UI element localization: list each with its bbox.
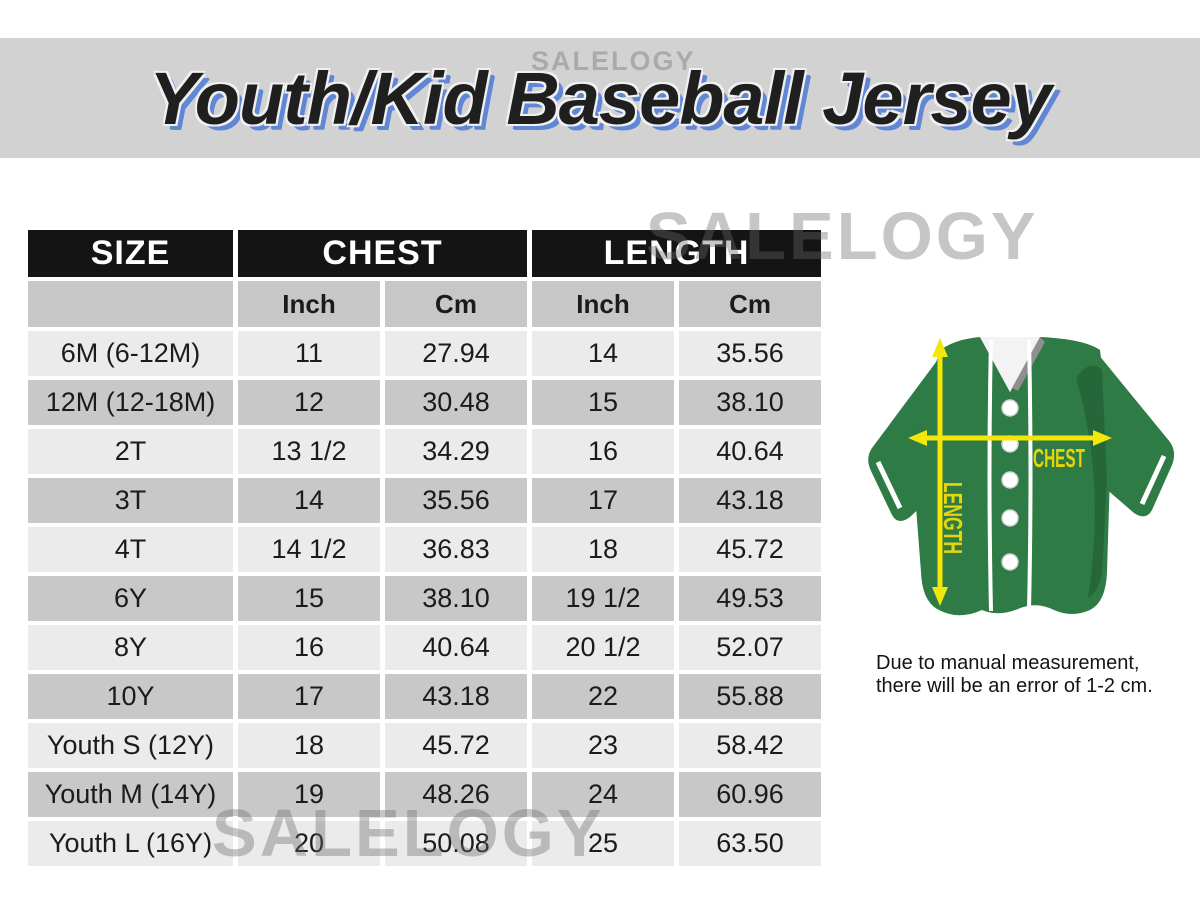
size-table-body: 6M (6-12M) 11 27.94 14 35.56 12M (12-18M) 12 30…: [28, 331, 822, 866]
header-size: SIZE: [28, 230, 233, 277]
value-cell: 13 1/2: [238, 429, 380, 474]
size-cell: 12M (12-18M): [28, 380, 233, 425]
unit-header-empty: [28, 281, 233, 327]
jersey-chest-label: CHEST: [1033, 443, 1085, 473]
chest-arrow: [908, 430, 1112, 446]
value-cell: 55.88: [679, 674, 822, 719]
jersey-vneck: [980, 337, 1040, 392]
jersey-shading: [1076, 365, 1107, 598]
table-row: 6M (6-12M) 11 27.94 14 35.56: [28, 331, 822, 376]
jersey-illustration: CHEST LENGTH: [868, 337, 1175, 616]
size-cell: 3T: [28, 478, 233, 523]
measurement-note: Due to manual measurement, there will be…: [876, 652, 1176, 698]
value-cell: 43.18: [385, 674, 528, 719]
size-cell: 8Y: [28, 625, 233, 670]
jersey-left-piping: [987, 339, 993, 612]
value-cell: 38.10: [385, 576, 528, 621]
value-cell: 16: [238, 625, 380, 670]
unit-header-length-inch: Inch: [532, 281, 675, 327]
table-row: 10Y 17 43.18 22 55.88: [28, 674, 822, 719]
value-cell: 18: [532, 527, 675, 572]
value-cell: 15: [238, 576, 380, 621]
value-cell: 35.56: [679, 331, 822, 376]
table-row: 3T 14 35.56 17 43.18: [28, 478, 822, 523]
value-cell: 19 1/2: [532, 576, 675, 621]
value-cell: 52.07: [679, 625, 822, 670]
size-cell: Youth L (16Y): [28, 821, 233, 866]
unit-header-length-cm: Cm: [679, 281, 822, 327]
value-cell: 63.50: [679, 821, 822, 866]
jersey-length-label: LENGTH: [938, 482, 968, 554]
value-cell: 40.64: [679, 429, 822, 474]
value-cell: 34.29: [385, 429, 528, 474]
value-cell: 50.08: [385, 821, 528, 866]
value-cell: 17: [238, 674, 380, 719]
table-unit-header-row: Inch Cm Inch Cm: [28, 281, 822, 327]
header-length: LENGTH: [532, 230, 822, 277]
value-cell: 14 1/2: [238, 527, 380, 572]
value-cell: 38.10: [679, 380, 822, 425]
value-cell: 49.53: [679, 576, 822, 621]
value-cell: 30.48: [385, 380, 528, 425]
jersey-figure: CHEST LENGTH: [840, 330, 1200, 640]
value-cell: 60.96: [679, 772, 822, 817]
value-cell: 18: [238, 723, 380, 768]
value-cell: 20: [238, 821, 380, 866]
size-cell: Youth M (14Y): [28, 772, 233, 817]
size-cell: 6Y: [28, 576, 233, 621]
value-cell: 14: [238, 478, 380, 523]
header-chest: CHEST: [238, 230, 528, 277]
table-row: 2T 13 1/2 34.29 16 40.64: [28, 429, 822, 474]
value-cell: 17: [532, 478, 675, 523]
unit-header-chest-cm: Cm: [385, 281, 528, 327]
table-row: 4T 14 1/2 36.83 18 45.72: [28, 527, 822, 572]
value-cell: 25: [532, 821, 675, 866]
value-cell: 22: [532, 674, 675, 719]
value-cell: 45.72: [385, 723, 528, 768]
size-cell: 10Y: [28, 674, 233, 719]
value-cell: 36.83: [385, 527, 528, 572]
value-cell: 11: [238, 331, 380, 376]
table-row: 6Y 15 38.10 19 1/2 49.53: [28, 576, 822, 621]
table-group-header-row: SIZE CHEST LENGTH: [28, 230, 822, 277]
size-cell: Youth S (12Y): [28, 723, 233, 768]
table-row: 12M (12-18M) 12 30.48 15 38.10: [28, 380, 822, 425]
size-chart-table: SIZE CHEST LENGTH Inch Cm Inch Cm 6M (6-…: [23, 226, 826, 870]
unit-header-chest-inch: Inch: [238, 281, 380, 327]
page-title: Youth/Kid Baseball Jersey: [149, 56, 1052, 140]
value-cell: 12: [238, 380, 380, 425]
value-cell: 58.42: [679, 723, 822, 768]
note-line-1: Due to manual measurement,: [876, 652, 1140, 674]
value-cell: 23: [532, 723, 675, 768]
value-cell: 48.26: [385, 772, 528, 817]
value-cell: 45.72: [679, 527, 822, 572]
title-banner: Youth/Kid Baseball Jersey: [0, 38, 1200, 158]
value-cell: 35.56: [385, 478, 528, 523]
value-cell: 14: [532, 331, 675, 376]
table-row: Youth L (16Y) 20 50.08 25 63.50: [28, 821, 822, 866]
size-cell: 6M (6-12M): [28, 331, 233, 376]
value-cell: 16: [532, 429, 675, 474]
value-cell: 20 1/2: [532, 625, 675, 670]
jersey-right-piping: [1027, 339, 1033, 612]
size-cell: 4T: [28, 527, 233, 572]
jersey-right-cuff-stripe: [1139, 454, 1167, 506]
value-cell: 43.18: [679, 478, 822, 523]
size-cell: 2T: [28, 429, 233, 474]
jersey-left-cuff-stripe: [875, 460, 903, 510]
value-cell: 27.94: [385, 331, 528, 376]
table-row: Youth M (14Y) 19 48.26 24 60.96: [28, 772, 822, 817]
table-row: Youth S (12Y) 18 45.72 23 58.42: [28, 723, 822, 768]
value-cell: 15: [532, 380, 675, 425]
table-row: 8Y 16 40.64 20 1/2 52.07: [28, 625, 822, 670]
value-cell: 40.64: [385, 625, 528, 670]
value-cell: 19: [238, 772, 380, 817]
length-arrow: [932, 338, 948, 606]
value-cell: 24: [532, 772, 675, 817]
note-line-2: there will be an error of 1-2 cm.: [876, 675, 1153, 697]
